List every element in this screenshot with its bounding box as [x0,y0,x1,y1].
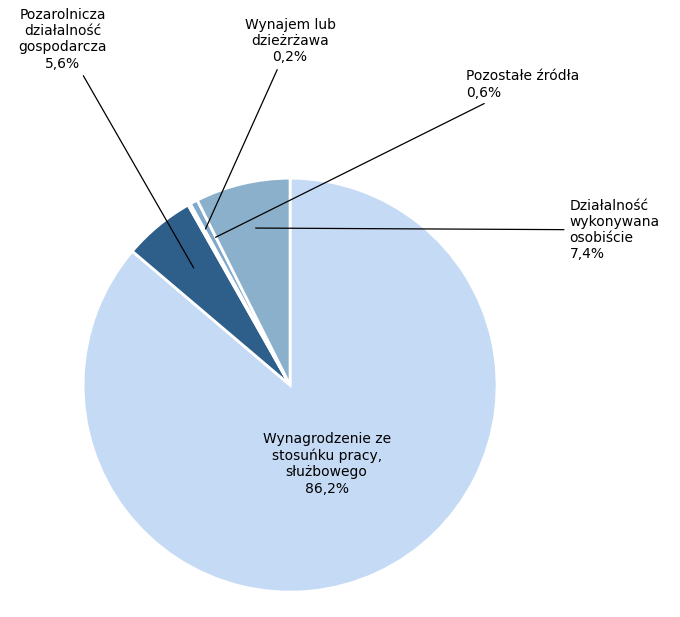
Wedge shape [190,200,290,385]
Text: Wynajem lub
dzieżrżawa
0,2%: Wynajem lub dzieżrżawa 0,2% [205,18,335,229]
Wedge shape [197,178,290,385]
Text: Pozarolnicza
działalność
gospodarcza
5,6%: Pozarolnicza działalność gospodarcza 5,6… [18,8,194,268]
Wedge shape [188,204,290,385]
Wedge shape [83,178,497,592]
Text: Pozostałe źródła
0,6%: Pozostałe źródła 0,6% [216,69,579,238]
Wedge shape [132,205,290,385]
Text: Działalność
wykonywana
osobiście
7,4%: Działalność wykonywana osobiście 7,4% [256,199,660,261]
Text: Wynagrodzenie ze
stosuńku pracy,
służbowego
86,2%: Wynagrodzenie ze stosuńku pracy, służbow… [262,433,390,495]
